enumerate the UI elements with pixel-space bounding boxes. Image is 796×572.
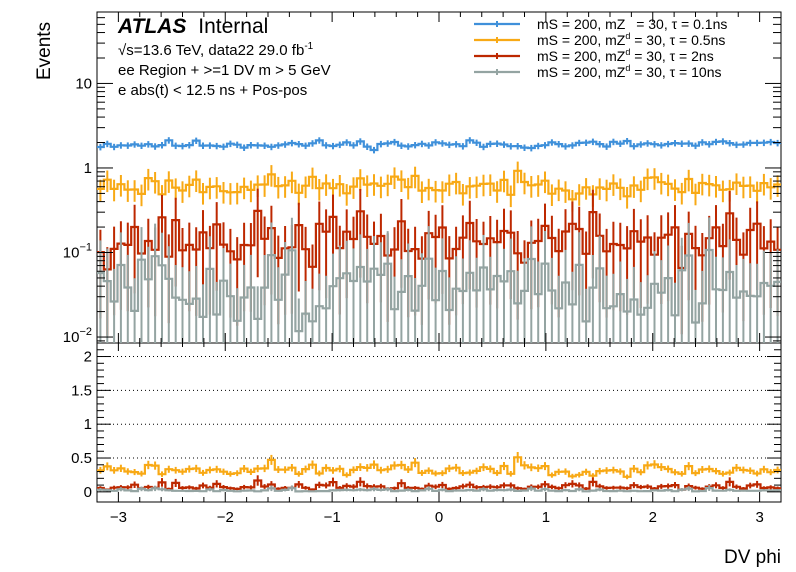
legend-label: mS = 200, mZd = 30, τ = 10ns (537, 63, 721, 80)
histogram-line-tau_0.5ns (97, 169, 781, 201)
legend-entry-tau_0.1ns: mS = 200, mZ = 30, τ = 0.1ns (474, 16, 727, 32)
info-line-energy: √s=13.6 TeV, data22 29.0 fb-1 (118, 41, 314, 59)
legend-entry-tau_0.5ns: mS = 200, mZd = 30, τ = 0.5ns (474, 31, 725, 48)
sqrt-symbol: √ (118, 42, 127, 59)
x-tick-label: 1 (542, 509, 550, 526)
top-y-tick-label: 10 (75, 75, 92, 92)
top-y-axis: 10 1 10−1 10−2 (63, 11, 781, 346)
histogram-line-tau_10ns (97, 248, 781, 333)
ratio-y-tick-label: 1 (84, 416, 92, 433)
top-y-tick-label: 1 (84, 160, 92, 177)
x-axis-label: DV phi (724, 547, 781, 568)
info-line-timing: e abs(t) < 12.5 ns + Pos-pos (118, 82, 307, 99)
ratio-line-tau_2ns (97, 479, 781, 491)
ratio-tau_10ns (97, 485, 781, 493)
x-axis: −3 −2 −1 0 1 2 3 (96, 12, 782, 526)
ratio-line-tau_0.5ns (97, 456, 781, 478)
legend-label: mS = 200, mZd = 30, τ = 0.5ns (537, 31, 725, 48)
ratio-y-tick-label: 1.5 (71, 382, 92, 399)
series-tau_10ns (97, 217, 781, 343)
info-line-region: ee Region + >=1 DV m > 5 GeV (118, 62, 331, 79)
info-line-energy-text: s=13.6 TeV, data22 29.0 fb (126, 42, 304, 59)
legend-label: mS = 200, mZ = 30, τ = 0.1ns (537, 16, 727, 32)
top-series-group (97, 137, 781, 343)
atlas-label-status: Internal (198, 15, 268, 38)
top-y-tick-label: 10−2 (63, 326, 92, 346)
ratio-panel-frame (96, 342, 782, 503)
ratio-series-group (97, 452, 781, 493)
ratio-tau_2ns (97, 475, 781, 491)
ratio-tau_0.5ns (97, 452, 781, 480)
histogram-line-tau_2ns (97, 209, 781, 271)
atlas-label-bold: ATLAS (117, 15, 186, 38)
histogram-line-tau_0.1ns (97, 139, 781, 152)
top-y-tick-label: 10−1 (63, 242, 92, 262)
legend-label: mS = 200, mZd = 30, τ = 2ns (537, 47, 714, 64)
ratio-y-tick-label: 2 (84, 349, 92, 366)
ratio-line-tau_10ns (97, 487, 781, 493)
atlas-label: ATLAS Internal (117, 15, 268, 38)
series-tau_0.1ns (97, 137, 781, 154)
legend-entry-tau_10ns: mS = 200, mZd = 30, τ = 10ns (474, 63, 721, 80)
x-tick-label: 3 (755, 509, 763, 526)
legend-entry-tau_2ns: mS = 200, mZd = 30, τ = 2ns (474, 47, 714, 64)
x-tick-label: −3 (110, 509, 127, 526)
info-line-energy-sup: -1 (304, 41, 313, 52)
x-tick-label: −2 (217, 509, 234, 526)
x-tick-label: 2 (649, 509, 657, 526)
ratio-y-tick-label: 0 (84, 484, 92, 501)
y-axis-label: Events (34, 22, 55, 80)
x-tick-label: 0 (435, 509, 443, 526)
x-tick-label: −1 (324, 509, 341, 526)
ratio-y-tick-label: 0.5 (71, 450, 92, 467)
ratio-y-axis: 0 0.5 1 1.5 2 (71, 349, 781, 501)
